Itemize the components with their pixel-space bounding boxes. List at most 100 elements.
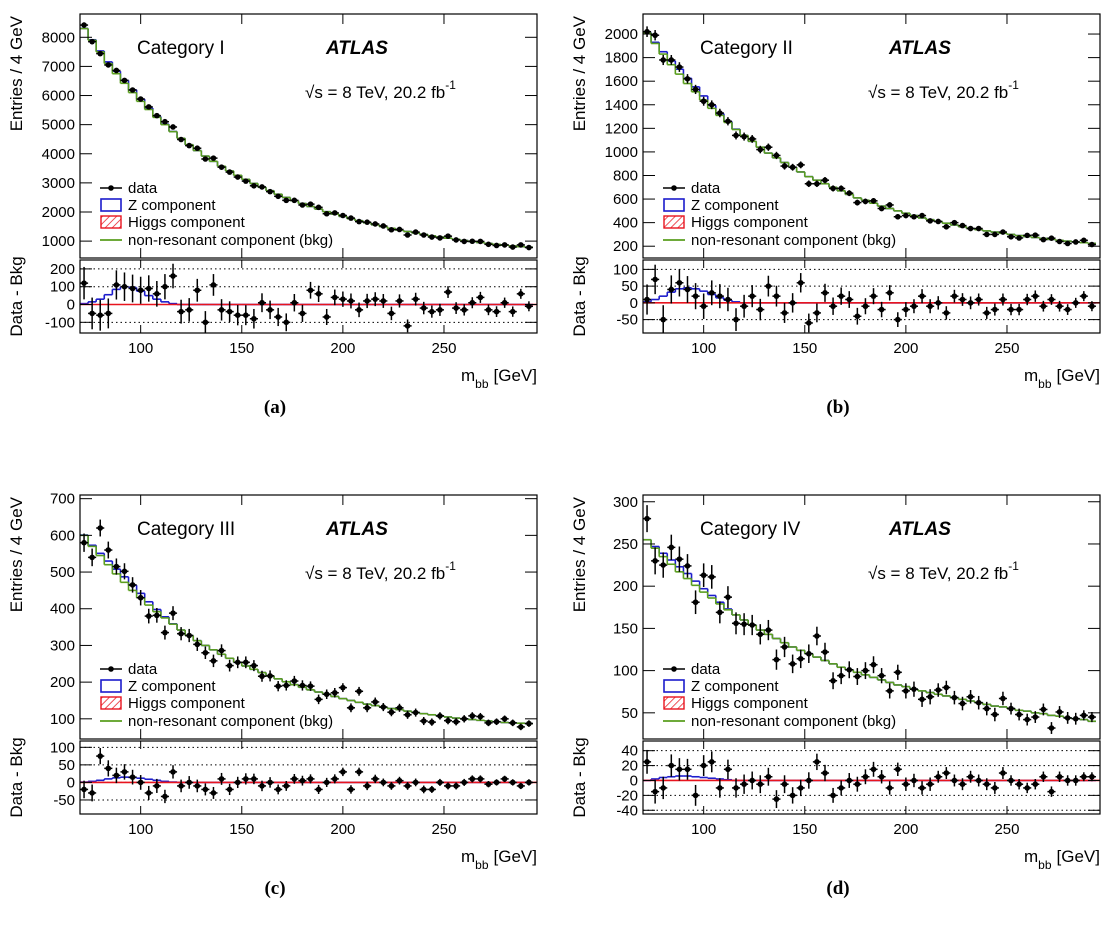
data-point [396, 705, 403, 711]
category-title: Category III [137, 519, 235, 540]
y-tick-label: 600 [50, 527, 75, 544]
data-point [1089, 714, 1095, 720]
data-point [234, 659, 241, 666]
ratio-y-tick-label: 200 [50, 261, 75, 278]
residual-point [364, 298, 370, 304]
x-axis-label-main: m [1024, 847, 1038, 866]
residual-point [717, 785, 723, 791]
residual-point [493, 779, 500, 786]
residual-point [692, 792, 699, 799]
legend-z-box [100, 679, 122, 693]
residual-point [137, 287, 144, 294]
experiment-label: ATLAS [325, 38, 388, 59]
data-point [983, 231, 990, 238]
residual-point [178, 783, 184, 789]
x-axis-label-main: m [1024, 366, 1038, 385]
y-tick-label: 200 [613, 578, 638, 595]
y-tick-label: 150 [613, 620, 638, 637]
residual-point [275, 786, 281, 793]
data-point [854, 673, 861, 680]
residual-point [226, 786, 233, 793]
residual-point [676, 279, 683, 286]
data-point [388, 226, 395, 233]
data-point [194, 145, 201, 152]
residual-point [741, 303, 747, 310]
ratio-y-tick-label: 20 [621, 758, 638, 775]
residual-point [1048, 788, 1055, 795]
residual-point [789, 300, 796, 306]
ratio-y-axis-label: Data - Bkg [7, 737, 26, 817]
data-point [331, 210, 338, 216]
residual-point [1016, 306, 1022, 313]
legend-label: data [691, 661, 721, 678]
residual-point [652, 276, 658, 283]
energy-label: √s = 8 TeV, 20.2 fb-1 [868, 559, 1019, 583]
data-point [388, 709, 395, 716]
data-point [644, 28, 650, 35]
data-point [846, 666, 853, 673]
data-point [652, 558, 658, 564]
residual-point [886, 785, 893, 791]
energy-label: √s = 8 TeV, 20.2 fb-1 [305, 78, 456, 102]
residual-point [797, 785, 804, 791]
y-tick-label: 600 [613, 191, 638, 208]
data-point [518, 242, 524, 248]
ratio-y-tick-label: 0 [67, 297, 75, 314]
data-point [878, 672, 885, 679]
residual-point [692, 293, 699, 299]
residual-point [838, 785, 844, 791]
residual-point [927, 781, 933, 788]
data-point [708, 101, 715, 108]
data-point [1016, 235, 1022, 241]
data-point [477, 238, 484, 245]
y-tick-label: 1800 [605, 50, 638, 67]
data-point [975, 699, 982, 706]
residual-point [461, 779, 468, 786]
data-point [692, 599, 699, 606]
data-point [935, 687, 942, 693]
experiment-label: ATLAS [325, 519, 388, 540]
data-point [299, 202, 306, 208]
residual-point [684, 766, 691, 773]
data-point [870, 661, 877, 668]
residual-point [162, 283, 168, 290]
residual-point [894, 316, 901, 323]
data-point [1024, 716, 1031, 723]
legend-label: data [128, 180, 158, 197]
data-point [1008, 233, 1014, 240]
ratio-plot [643, 749, 1100, 811]
x-axis-label-unit: [GeV] [494, 847, 537, 866]
residual-point [733, 316, 739, 323]
data-point [765, 627, 772, 633]
residual-point [846, 777, 853, 784]
legend-label: non-resonant component (bkg) [691, 232, 896, 249]
residual-point [307, 287, 314, 294]
data-point [137, 96, 144, 102]
legend-label: data [691, 180, 721, 197]
residual-point [412, 296, 419, 302]
ratio-y-tick-label: 50 [58, 757, 75, 774]
data-point [700, 98, 707, 105]
data-point [725, 594, 731, 600]
residual-point [644, 296, 650, 303]
x-axis-label: mbb [GeV] [1024, 847, 1100, 872]
residual-point [259, 783, 265, 789]
data-point [660, 57, 667, 63]
data-point [97, 525, 104, 531]
x-tick-label: 100 [128, 340, 153, 357]
legend-label: Z component [128, 197, 216, 214]
data-point [178, 136, 184, 143]
data-point [186, 632, 192, 639]
residual-point [210, 790, 217, 796]
residual-point [1081, 773, 1087, 780]
data-point [178, 630, 184, 637]
energy-text: √s = 8 TeV, 20.2 fb [868, 564, 1008, 583]
ratio-y-tick-label: -40 [616, 802, 638, 819]
residual-point [243, 312, 249, 318]
data-point [1072, 239, 1079, 245]
data-point [814, 180, 820, 187]
residual-point [830, 792, 836, 799]
data-point [429, 719, 435, 725]
data-point [1032, 714, 1039, 720]
x-tick-label: 100 [691, 340, 716, 357]
